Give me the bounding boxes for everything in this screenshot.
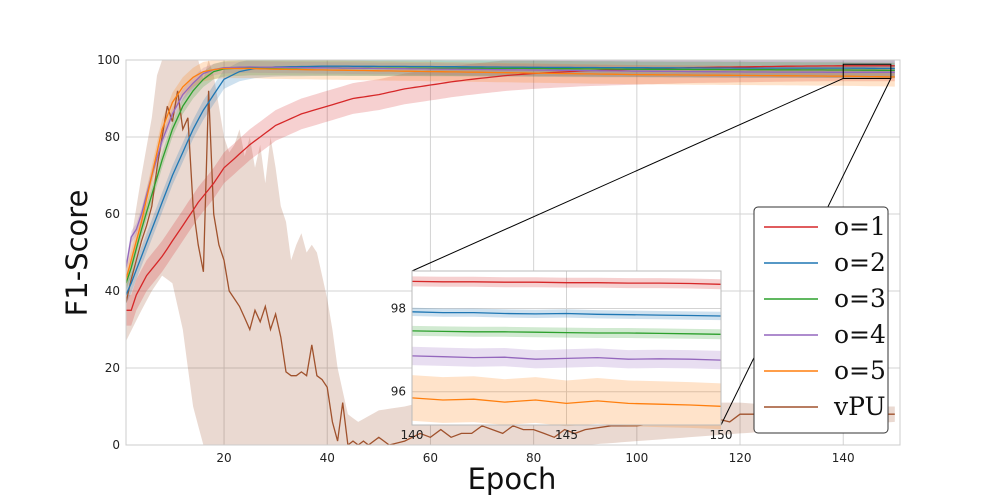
y-tick-label: 80 — [105, 130, 120, 144]
series-line-o=1 — [126, 65, 895, 311]
series-line-o=5 — [126, 67, 895, 280]
legend-label-o=4: o=4 — [834, 320, 886, 349]
series-line-o=4 — [126, 66, 895, 269]
inset-y-tick-label: 98 — [391, 301, 406, 315]
x-tick-label: 20 — [216, 451, 231, 465]
zoom-box — [842, 63, 892, 79]
x-tick-label: 60 — [423, 451, 438, 465]
series-line-vPU — [126, 90, 895, 445]
inset-line-o=3 — [411, 330, 722, 335]
band-o=5 — [126, 60, 895, 290]
y-tick-label: 0 — [112, 438, 120, 452]
inset-line-o=4 — [411, 355, 722, 361]
x-tick-label: 140 — [832, 451, 855, 465]
x-tick-label: 80 — [526, 451, 541, 465]
inset-y-tick-label: 96 — [391, 385, 406, 399]
x-tick-label: 120 — [729, 451, 752, 465]
legend-label-o=3: o=3 — [834, 284, 886, 313]
band-vPU — [126, 60, 895, 445]
inset-x-tick-label: 140 — [401, 428, 424, 442]
y-tick-label: 20 — [105, 361, 120, 375]
x-tick-label: 40 — [320, 451, 335, 465]
y-tick-label: 40 — [105, 284, 120, 298]
inset-frame — [411, 270, 722, 426]
inset-line-o=2 — [411, 311, 722, 317]
legend-label-vPU: vPU — [833, 392, 886, 421]
y-tick-label: 100 — [97, 53, 120, 67]
legend: o=1 o=2 o=3 o=4 o=5 vPU — [753, 206, 889, 434]
inset-x-tick-label: 150 — [710, 428, 733, 442]
band-o=3 — [126, 60, 895, 291]
y-axis-label: F1-Score — [60, 190, 94, 317]
x-tick-label: 100 — [625, 451, 648, 465]
zoom-connector-left — [411, 78, 844, 272]
inset-band-o=5 — [412, 375, 721, 430]
legend-label-o=2: o=2 — [834, 248, 886, 277]
inset-line-o=1 — [411, 280, 722, 285]
series-group — [126, 60, 895, 445]
legend-label-o=1: o=1 — [834, 212, 886, 241]
series-line-o=3 — [126, 67, 895, 284]
inset-x-tick-label: 145 — [555, 428, 578, 442]
y-tick-label: 60 — [105, 207, 120, 221]
plot-frame — [125, 59, 901, 446]
legend-label-o=5: o=5 — [834, 356, 886, 385]
inset-plot: 140 145 150 96 98 — [391, 270, 733, 442]
inset-line-o=5 — [411, 397, 722, 407]
x-axis-label: Epoch — [468, 462, 557, 496]
